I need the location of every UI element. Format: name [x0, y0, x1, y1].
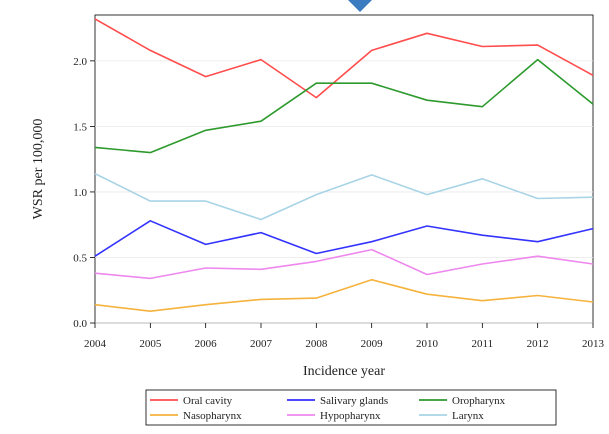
y-tick-label: 1.5 [73, 121, 87, 133]
series-line-hypopharynx [94, 248, 594, 280]
legend-box [145, 389, 557, 426]
y-tick-label: 0.0 [73, 318, 87, 330]
grid-lines [95, 60, 593, 324]
x-tick-label: 2007 [250, 338, 273, 350]
x-axis: 2004 2005 2006 2007 2008 2009 2010 2011 2012 2013 [84, 323, 605, 350]
legend-label: Oral cavity [183, 395, 233, 407]
x-axis-label: Incidence year [303, 364, 385, 379]
series-line-larynx [94, 172, 594, 221]
legend: Oral cavity Salivary glands Oropharynx Naso… [150, 395, 506, 422]
x-tick-label: 2009 [361, 338, 384, 350]
series-line-nasopharynx [94, 278, 594, 313]
series-line-oropharynx [94, 58, 594, 154]
x-tick-label: 2013 [582, 338, 605, 350]
y-axis: 0.0 0.5 1.0 1.5 2.0 [73, 56, 95, 330]
x-tick-label: 2008 [305, 338, 328, 350]
legend-label: Salivary glands [320, 395, 388, 407]
y-tick-label: 0.5 [73, 252, 87, 264]
series-line-salivary-glands [94, 220, 594, 257]
legend-label: Nasopharynx [183, 410, 242, 422]
x-tick-label: 2005 [139, 338, 162, 350]
x-tick-label: 2010 [416, 338, 439, 350]
y-tick-label: 1.0 [73, 187, 87, 199]
y-tick-label: 2.0 [73, 56, 87, 68]
series-line-oral-cavity [94, 18, 594, 99]
series-lines [94, 18, 594, 313]
y-axis-label: WSR per 100,000 [31, 119, 46, 220]
plot-area [94, 14, 594, 324]
legend-label: Oropharynx [452, 395, 506, 407]
x-tick-label: 2006 [195, 338, 218, 350]
x-tick-label: 2004 [84, 338, 107, 350]
legend-label: Hypopharynx [320, 410, 381, 422]
arrow-down-icon [348, 0, 372, 12]
x-tick-label: 2012 [527, 338, 549, 350]
x-tick-label: 2011 [472, 338, 494, 350]
legend-label: Larynx [452, 410, 484, 422]
